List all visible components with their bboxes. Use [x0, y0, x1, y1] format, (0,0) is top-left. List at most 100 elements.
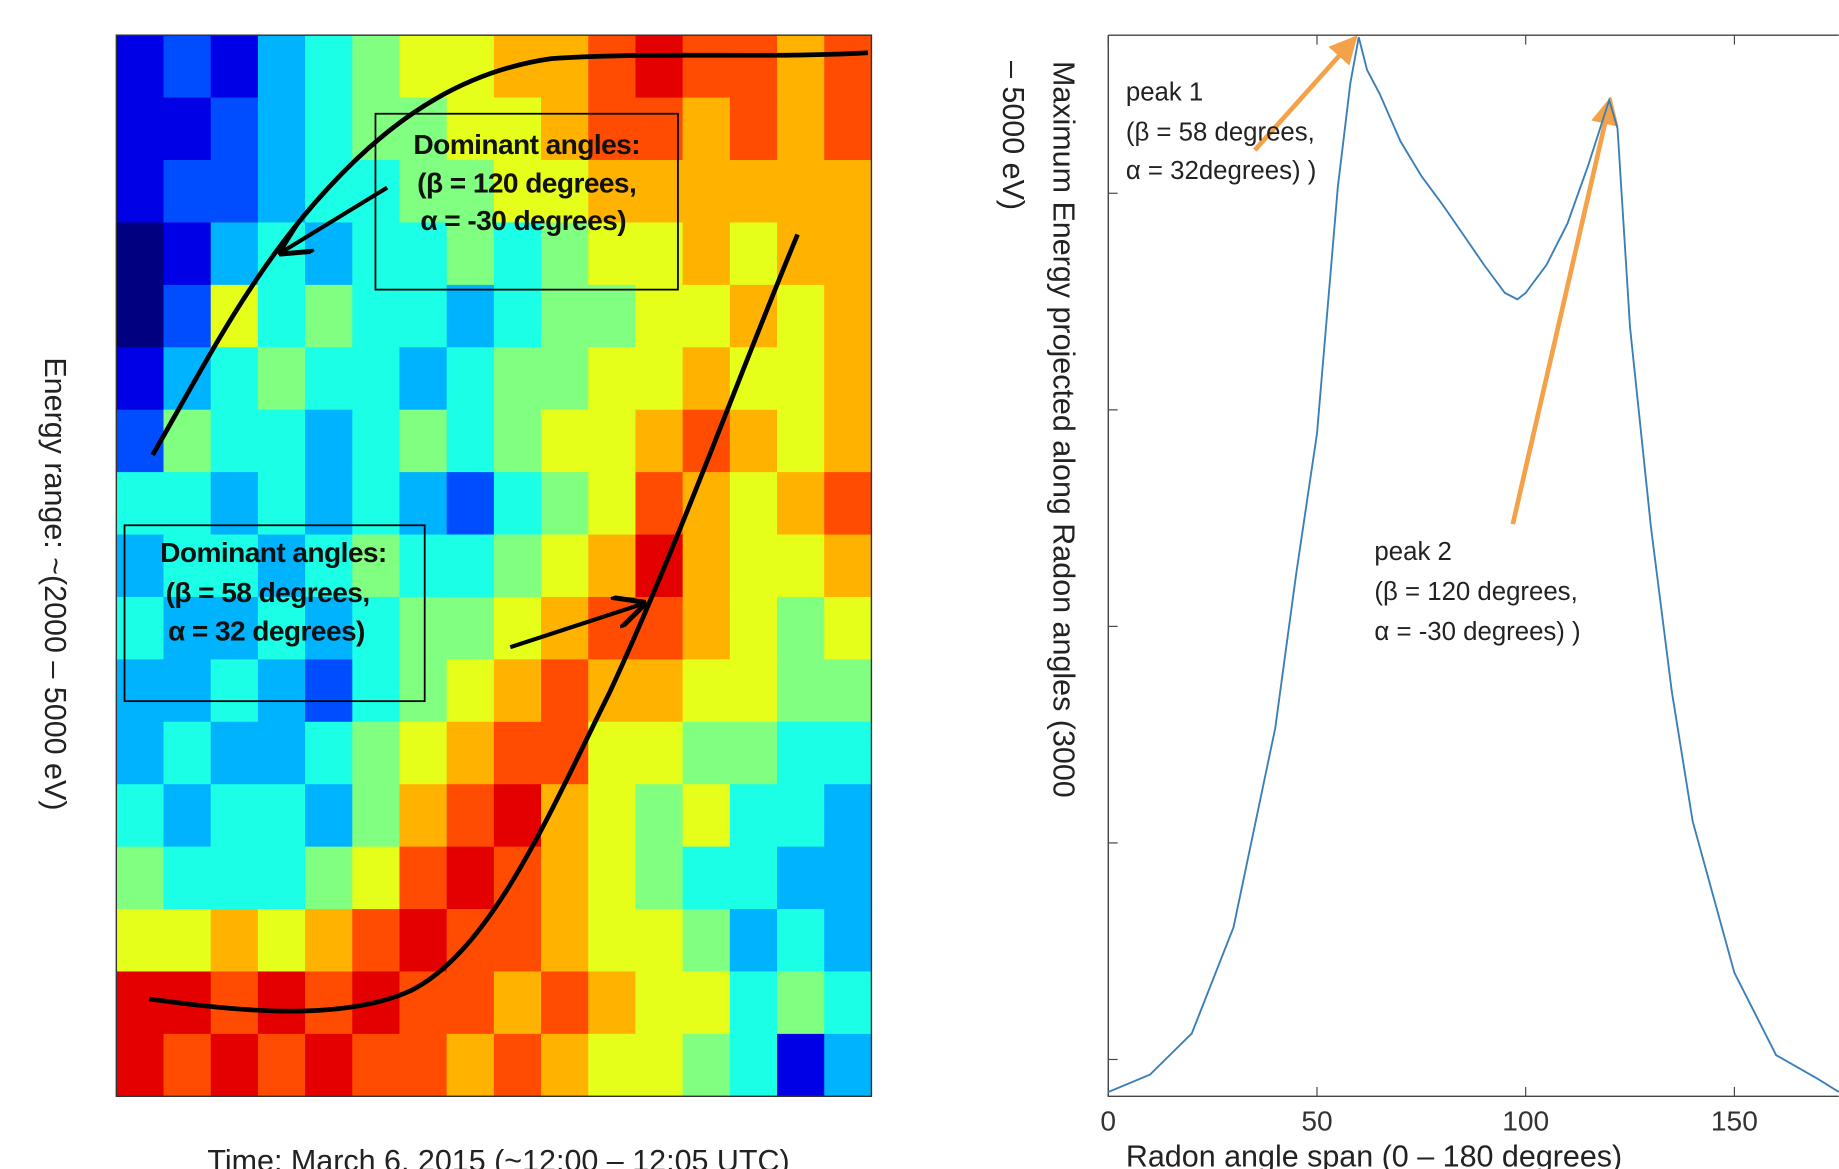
heat-cell	[588, 721, 637, 785]
heat-cell	[729, 596, 778, 660]
heat-cell	[777, 659, 825, 723]
heat-cell	[446, 409, 495, 473]
heat-cell	[824, 222, 873, 286]
heat-cell	[257, 721, 306, 785]
x-tick-label: 0	[1100, 1106, 1116, 1137]
heat-cell	[352, 784, 401, 848]
heat-cell	[682, 1033, 731, 1097]
heat-cell	[399, 846, 448, 910]
heat-cell	[588, 160, 637, 224]
heat-cell	[541, 659, 589, 723]
annotation: α = -30 degrees)	[420, 205, 626, 236]
heat-cell	[682, 347, 731, 411]
heat-cell	[777, 971, 825, 1035]
heat-cell	[210, 534, 259, 598]
heat-cell	[777, 222, 825, 286]
heat-cell	[163, 97, 212, 161]
heat-cell	[682, 721, 731, 785]
heat-cell	[777, 347, 825, 411]
line-chart: 0 50 100 150	[1100, 34, 1839, 1137]
heat-cell	[729, 1033, 778, 1097]
heat-cell	[163, 35, 212, 99]
heat-cell	[824, 35, 873, 99]
heat-cell	[210, 160, 259, 224]
heat-cell	[635, 659, 684, 723]
heat-cell	[446, 534, 495, 598]
heat-cell	[257, 35, 306, 99]
heat-cell	[257, 846, 306, 910]
heat-cell	[305, 284, 353, 348]
heat-cell	[729, 534, 778, 598]
heat-cell	[824, 1033, 873, 1097]
heat-cell	[257, 659, 306, 723]
heat-cell	[493, 659, 542, 723]
heat-cell	[399, 1033, 448, 1097]
heat-cell	[210, 347, 259, 411]
heat-cell	[635, 971, 684, 1035]
heat-cell	[305, 409, 353, 473]
heat-cell	[682, 97, 731, 161]
heat-cell	[635, 160, 684, 224]
heat-cell	[399, 222, 448, 286]
heat-cell	[305, 721, 353, 785]
heat-cell	[116, 909, 165, 973]
heat-cell	[682, 534, 731, 598]
heat-cell	[729, 846, 778, 910]
heat-cell	[399, 596, 448, 660]
heat-cell	[163, 534, 212, 598]
heat-cell	[352, 284, 401, 348]
heat-cell	[257, 409, 306, 473]
heat-cell	[352, 659, 401, 723]
heat-cell	[446, 347, 495, 411]
heat-cell	[399, 784, 448, 848]
heat-cell	[163, 721, 212, 785]
heat-cell	[116, 596, 165, 660]
heat-cell	[305, 971, 353, 1035]
heat-cell	[493, 97, 542, 161]
annotation: (β = 120 degrees,	[1374, 578, 1577, 606]
heatmap-overlay	[115, 34, 873, 1098]
heat-cell	[729, 472, 778, 536]
heat-cell	[824, 909, 873, 973]
heat-cell	[682, 35, 731, 99]
heat-cell	[210, 971, 259, 1035]
heat-cell	[777, 160, 825, 224]
heat-cell	[116, 347, 165, 411]
heat-cell	[493, 596, 542, 660]
heat-cell	[210, 784, 259, 848]
heat-cell	[305, 659, 353, 723]
y-axis-title: Maximum Energy projected along Radon ang…	[1046, 61, 1080, 798]
heat-cell	[541, 160, 589, 224]
heat-cell	[541, 284, 589, 348]
heat-cell	[163, 659, 212, 723]
x-axis-title: Radon angle span (0 – 180 degrees)	[1126, 1139, 1622, 1169]
heat-cell	[305, 909, 353, 973]
heat-cell	[116, 846, 165, 910]
heat-cell	[116, 971, 165, 1035]
heat-cell	[588, 35, 637, 99]
heat-cell	[163, 596, 212, 660]
heat-cell	[257, 1033, 306, 1097]
heat-cell	[493, 971, 542, 1035]
heat-cell	[352, 35, 401, 99]
heat-cell	[399, 409, 448, 473]
heat-cell	[729, 721, 778, 785]
heat-cell	[541, 35, 589, 99]
annotation: α = -30 degrees) )	[1374, 618, 1580, 646]
heat-cell	[824, 596, 873, 660]
heat-cell	[116, 721, 165, 785]
annotation-arrow	[1253, 35, 1358, 152]
heat-cell	[635, 409, 684, 473]
heat-cell	[116, 534, 165, 598]
heat-cell	[163, 222, 212, 286]
heat-cell	[493, 472, 542, 536]
heatmap-cells	[116, 35, 873, 1097]
y-axis-title: Energy range: ~(2000 – 5000 eV)	[38, 357, 72, 810]
heat-cell	[163, 160, 212, 224]
heat-cell	[541, 1033, 589, 1097]
heat-cell	[588, 909, 637, 973]
heat-cell	[257, 284, 306, 348]
heat-cell	[399, 35, 448, 99]
x-axis-title: Time: March 6, 2015 (~12:00 – 12:05 UTC)	[207, 1144, 789, 1169]
